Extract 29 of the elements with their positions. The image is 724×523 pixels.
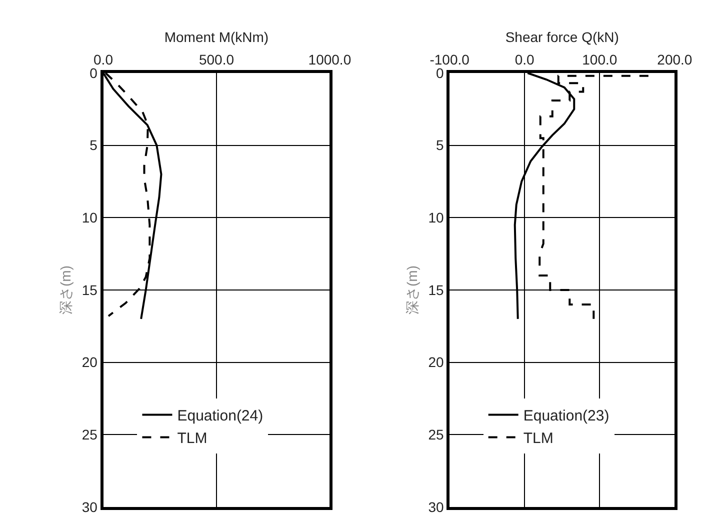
x-tick-label: 500.0 (198, 51, 234, 68)
x-tick-label: 0.0 (514, 51, 535, 68)
x-tick-label: 0.0 (94, 51, 114, 68)
y-tick-label: 25 (82, 426, 98, 443)
y-tick-label: 30 (82, 498, 98, 515)
legend-label: TLM (177, 430, 208, 448)
y-tick-label: 0 (90, 64, 98, 81)
y-axis-title: 深さ(m) (57, 266, 74, 314)
y-tick-label: 25 (428, 426, 444, 443)
legend-label: TLM (523, 430, 554, 448)
y-tick-label: 15 (82, 282, 98, 298)
legend-label: Equation(24) (177, 408, 264, 425)
y-tick-label: 10 (428, 210, 444, 226)
y-tick-label: 20 (428, 354, 444, 370)
y-tick-label: 20 (82, 354, 98, 370)
y-tick-label: 5 (90, 137, 98, 154)
x-tick-label: 200.0 (657, 51, 692, 68)
y-tick-label: 5 (436, 137, 444, 154)
y-tick-label: 0 (436, 64, 444, 81)
y-axis-title: 深さ(m) (404, 266, 420, 314)
x-axis-title: Moment M(kNm) (164, 29, 269, 45)
y-tick-label: 10 (82, 210, 98, 226)
x-tick-label: 1000.0 (308, 51, 352, 68)
y-tick-label: 30 (428, 498, 444, 515)
x-tick-label: 100.0 (582, 51, 618, 68)
y-tick-label: 15 (428, 282, 444, 298)
x-tick-label: -100.0 (430, 51, 470, 68)
legend-label: Equation(23) (523, 408, 610, 425)
x-axis-title: Shear force Q(kN) (505, 29, 619, 45)
